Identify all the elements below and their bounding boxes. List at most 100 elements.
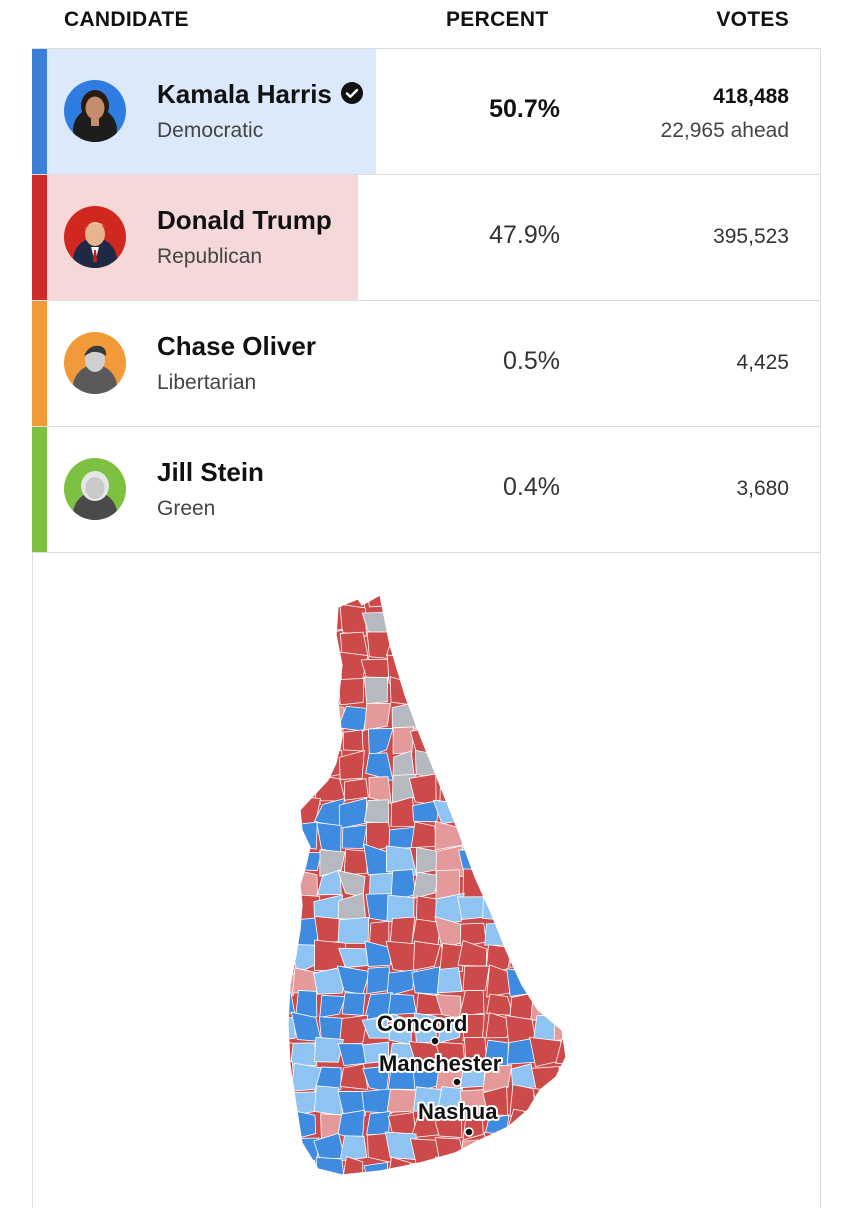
- town-area[interactable]: [313, 1085, 344, 1117]
- town-area[interactable]: [270, 944, 298, 970]
- town-area[interactable]: [579, 656, 590, 685]
- town-area[interactable]: [577, 925, 590, 949]
- town-area[interactable]: [363, 676, 388, 705]
- town-area[interactable]: [437, 1086, 464, 1114]
- town-area[interactable]: [270, 1085, 295, 1111]
- town-area[interactable]: [488, 749, 512, 776]
- town-area[interactable]: [437, 1015, 463, 1044]
- town-area[interactable]: [530, 750, 559, 781]
- town-area[interactable]: [553, 1133, 585, 1163]
- town-area[interactable]: [512, 1155, 538, 1180]
- town-area[interactable]: [578, 702, 590, 732]
- town-area[interactable]: [555, 824, 580, 853]
- town-area[interactable]: [508, 633, 533, 659]
- town-area[interactable]: [555, 775, 583, 804]
- town-area[interactable]: [270, 991, 296, 1015]
- town-area[interactable]: [461, 724, 488, 756]
- town-area[interactable]: [339, 1135, 368, 1162]
- town-area[interactable]: [367, 728, 394, 757]
- town-area[interactable]: [343, 849, 368, 876]
- town-area[interactable]: [270, 1011, 296, 1042]
- town-area[interactable]: [582, 1068, 590, 1093]
- town-area[interactable]: [384, 1131, 417, 1161]
- town-area[interactable]: [555, 844, 583, 878]
- town-area[interactable]: [532, 1135, 561, 1163]
- town-area[interactable]: [456, 1158, 489, 1180]
- town-area[interactable]: [339, 750, 365, 780]
- town-area[interactable]: [530, 1161, 562, 1180]
- town-area[interactable]: [270, 1109, 296, 1141]
- town-area[interactable]: [483, 796, 510, 829]
- town-area[interactable]: [506, 654, 535, 679]
- town-area[interactable]: [537, 728, 563, 755]
- town-area[interactable]: [271, 754, 297, 778]
- town-area[interactable]: [440, 681, 464, 708]
- town-area[interactable]: [481, 725, 508, 754]
- town-area[interactable]: [415, 846, 438, 874]
- town-area[interactable]: [483, 1131, 514, 1166]
- town-area[interactable]: [435, 1041, 466, 1064]
- town-area[interactable]: [408, 1041, 442, 1069]
- town-area[interactable]: [556, 797, 586, 826]
- town-area[interactable]: [436, 750, 466, 780]
- town-area[interactable]: [506, 968, 533, 998]
- town-area[interactable]: [412, 604, 439, 636]
- town-area[interactable]: [534, 702, 558, 728]
- town-area[interactable]: [485, 1012, 513, 1039]
- town-area[interactable]: [337, 916, 370, 944]
- candidate-row-stein[interactable]: Jill Stein Green 0.4% 3,680: [32, 426, 821, 553]
- town-area[interactable]: [313, 965, 347, 995]
- town-area[interactable]: [578, 1160, 590, 1180]
- town-area[interactable]: [553, 585, 584, 610]
- town-area[interactable]: [504, 750, 535, 775]
- town-area[interactable]: [366, 1110, 391, 1136]
- town-area[interactable]: [532, 771, 563, 802]
- town-area[interactable]: [270, 821, 297, 854]
- town-area[interactable]: [482, 1064, 513, 1093]
- town-area[interactable]: [553, 654, 584, 686]
- town-area[interactable]: [529, 682, 560, 707]
- town-area[interactable]: [579, 585, 590, 609]
- town-area[interactable]: [290, 1159, 318, 1180]
- town-area[interactable]: [529, 893, 563, 920]
- town-area[interactable]: [457, 658, 486, 684]
- town-area[interactable]: [534, 919, 563, 948]
- town-area[interactable]: [294, 749, 318, 781]
- town-area[interactable]: [341, 992, 366, 1016]
- town-area[interactable]: [484, 605, 509, 637]
- town-area[interactable]: [556, 921, 584, 945]
- town-area[interactable]: [578, 820, 590, 851]
- town-area[interactable]: [386, 969, 415, 997]
- town-area[interactable]: [435, 1156, 466, 1180]
- town-area[interactable]: [582, 991, 590, 1018]
- town-area[interactable]: [413, 940, 441, 971]
- town-area[interactable]: [270, 1157, 296, 1180]
- town-area[interactable]: [481, 653, 509, 686]
- town-area[interactable]: [486, 779, 509, 804]
- town-area[interactable]: [552, 701, 585, 730]
- town-area[interactable]: [270, 675, 299, 708]
- town-area[interactable]: [339, 631, 370, 660]
- town-area[interactable]: [464, 1036, 488, 1066]
- town-area[interactable]: [582, 1115, 590, 1136]
- town-area[interactable]: [338, 1014, 369, 1045]
- town-area[interactable]: [553, 1160, 585, 1180]
- town-area[interactable]: [484, 921, 514, 946]
- town-area[interactable]: [553, 630, 586, 655]
- town-area[interactable]: [556, 1114, 584, 1141]
- town-area[interactable]: [319, 849, 346, 877]
- town-area[interactable]: [270, 1135, 297, 1162]
- town-area[interactable]: [341, 824, 368, 849]
- town-area[interactable]: [410, 632, 440, 658]
- town-area[interactable]: [270, 797, 299, 830]
- town-area[interactable]: [459, 588, 491, 612]
- town-area[interactable]: [364, 940, 394, 968]
- town-area[interactable]: [556, 1066, 585, 1094]
- town-area[interactable]: [482, 678, 513, 709]
- town-area[interactable]: [580, 1134, 590, 1161]
- town-area[interactable]: [484, 845, 514, 872]
- town-area[interactable]: [580, 849, 590, 877]
- town-area[interactable]: [584, 896, 590, 921]
- town-area[interactable]: [295, 631, 317, 659]
- town-area[interactable]: [343, 778, 369, 801]
